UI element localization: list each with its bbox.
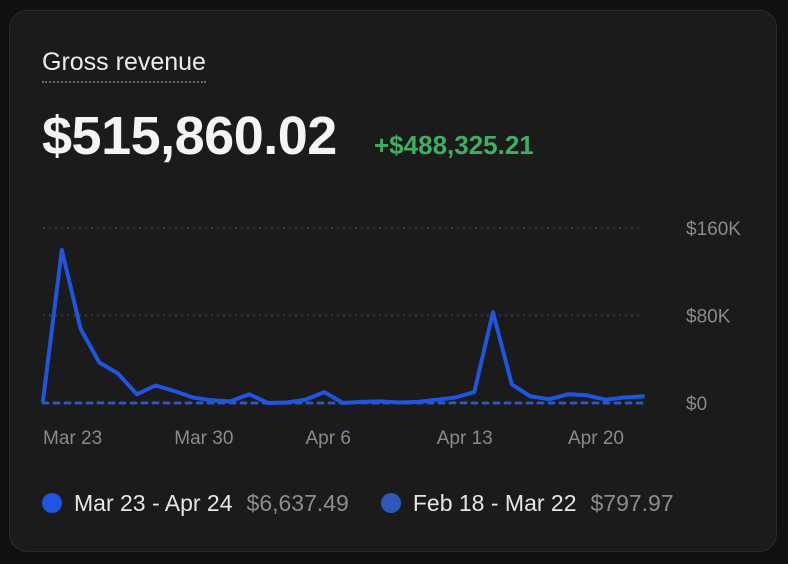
- series-line-current[interactable]: [41, 247, 645, 405]
- chart-legend: Mar 23 - Apr 24 $6,637.49 Feb 18 - Mar 2…: [42, 488, 706, 518]
- x-tick-label: Mar 23: [43, 428, 102, 449]
- y-tick-label: $160K: [686, 219, 741, 240]
- legend-label-previous: Feb 18 - Mar 22: [412, 490, 577, 516]
- x-tick-label: Apr 20: [568, 428, 624, 449]
- legend-item-current[interactable]: Mar 23 - Apr 24 $6,637.49: [42, 488, 349, 518]
- y-axis-ticks: $160K $80K $0: [686, 219, 741, 415]
- legend-item-previous[interactable]: Feb 18 - Mar 22 $797.97: [380, 488, 674, 518]
- card-title[interactable]: Gross revenue: [42, 48, 206, 83]
- gross-revenue-card: [9, 10, 777, 552]
- grid-lines: [43, 227, 643, 317]
- x-tick-label: Mar 30: [174, 428, 233, 449]
- total-value: $515,860.02: [42, 106, 337, 166]
- chart-series: [41, 247, 645, 405]
- x-axis-ticks: Mar 23 Mar 30 Apr 6 Apr 13 Apr 20: [43, 428, 624, 449]
- delta-value: +$488,325.21: [374, 130, 534, 160]
- x-tick-label: Apr 6: [306, 428, 351, 449]
- legend-value-current: $6,637.49: [246, 490, 349, 516]
- legend-swatch-current: [42, 493, 62, 513]
- x-tick-label: Apr 13: [437, 428, 493, 449]
- y-tick-label: $80K: [686, 307, 731, 328]
- y-tick-label: $0: [686, 394, 707, 415]
- legend-value-previous: $797.97: [590, 490, 674, 516]
- legend-swatch-previous: [380, 493, 401, 513]
- legend-label-current: Mar 23 - Apr 24: [74, 490, 233, 516]
